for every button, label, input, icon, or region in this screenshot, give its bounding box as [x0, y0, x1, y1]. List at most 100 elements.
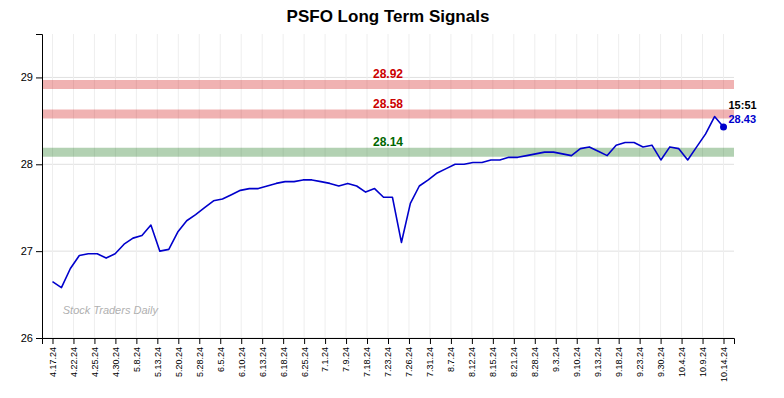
- x-tick: 10.4.24: [677, 338, 687, 377]
- x-grid-line: [94, 34, 95, 338]
- x-grid-line: [555, 34, 556, 338]
- x-tick: 8.15.24: [488, 338, 498, 377]
- y-tick-label: 28: [21, 158, 33, 170]
- x-tick-mark: [514, 338, 515, 344]
- x-tick: 7.18.24: [362, 338, 372, 377]
- x-tick-label: 10.4.24: [677, 347, 687, 377]
- chart: 15:5128.4328.9228.5828.14Stock Traders D…: [0, 0, 784, 398]
- x-tick-mark: [325, 338, 326, 344]
- x-tick: 5.20.24: [174, 338, 184, 377]
- y-tick: 28: [21, 158, 42, 170]
- x-tick: 7.26.24: [404, 338, 414, 377]
- x-tick: 8.7.24: [446, 338, 456, 372]
- x-tick-mark: [220, 338, 221, 344]
- x-grid-line: [597, 34, 598, 338]
- x-tick-mark: [556, 338, 557, 344]
- x-tick-mark: [115, 338, 116, 344]
- x-tick: 6.13.24: [258, 338, 268, 377]
- x-tick-mark: [598, 338, 599, 344]
- x-grid-line: [429, 34, 430, 338]
- reference-label: 28.14: [373, 135, 403, 149]
- x-tick: 4.25.24: [90, 338, 100, 377]
- x-tick: 8.12.24: [467, 338, 477, 377]
- x-tick: 7.1.24: [320, 338, 330, 372]
- reference-label: 28.92: [373, 67, 403, 81]
- x-grid-line: [283, 34, 284, 338]
- x-tick-label: 4.30.24: [111, 347, 121, 377]
- x-tick-label: 10.14.24: [719, 347, 729, 382]
- y-tick-mark: [36, 164, 42, 165]
- plot-area: [42, 84, 734, 287]
- x-tick-label: 4.17.24: [48, 347, 58, 377]
- x-tick: 8.28.24: [530, 338, 540, 377]
- x-tick-label: 5.8.24: [132, 347, 142, 372]
- x-tick: 8.21.24: [509, 338, 519, 377]
- x-tick-label: 9.18.24: [614, 347, 624, 377]
- x-axis-line: [43, 339, 735, 345]
- y-tick-label: 26: [21, 332, 33, 344]
- x-tick-label: 9.13.24: [593, 347, 603, 377]
- x-tick-mark: [682, 338, 683, 344]
- x-tick-label: 6.10.24: [237, 347, 247, 377]
- title: PSFO Long Term Signals: [287, 7, 490, 26]
- x-tick-label: 8.12.24: [467, 347, 477, 377]
- x-tick: 4.17.24: [48, 338, 58, 377]
- x-tick-label: 6.18.24: [279, 347, 289, 377]
- x-tick: 10.14.24: [719, 338, 729, 382]
- x-grid-line: [199, 34, 200, 338]
- y-axis: 26272829: [21, 35, 43, 345]
- x-grid-line: [367, 34, 368, 338]
- x-tick-mark: [73, 338, 74, 344]
- x-tick-label: 9.3.24: [551, 347, 561, 372]
- y-tick-mark: [36, 338, 42, 339]
- watermark: Stock Traders Daily: [63, 304, 160, 316]
- x-grid-line: [408, 34, 409, 338]
- grid: [42, 34, 734, 338]
- x-tick: 6.25.24: [300, 338, 310, 377]
- x-tick-label: 8.28.24: [530, 347, 540, 377]
- x-tick-mark: [577, 338, 578, 344]
- x-tick: 4.30.24: [111, 338, 121, 377]
- y-tick: 26: [21, 332, 42, 344]
- x-tick-label: 4.25.24: [90, 347, 100, 377]
- x-tick-label: 6.25.24: [300, 347, 310, 377]
- x-grid-line: [618, 34, 619, 338]
- x-tick-mark: [136, 338, 137, 344]
- x-tick-mark: [346, 338, 347, 344]
- x-grid-line: [262, 34, 263, 338]
- x-tick: 9.10.24: [572, 338, 582, 377]
- x-tick-label: 5.20.24: [174, 347, 184, 377]
- x-grid-line: [115, 34, 116, 338]
- x-tick: 5.13.24: [153, 338, 163, 377]
- x-grid-line: [346, 34, 347, 338]
- x-tick: 6.10.24: [237, 338, 247, 377]
- x-tick-mark: [472, 338, 473, 344]
- x-tick-mark: [262, 338, 263, 344]
- x-grid-line: [513, 34, 514, 338]
- x-tick-mark: [619, 338, 620, 344]
- x-tick-mark: [283, 338, 284, 344]
- x-tick-label: 10.9.24: [698, 347, 708, 377]
- x-tick-mark: [724, 338, 725, 344]
- x-tick-mark: [367, 338, 368, 344]
- x-tick-label: 9.10.24: [572, 347, 582, 377]
- x-grid-line: [576, 34, 577, 338]
- x-grid-line: [660, 34, 661, 338]
- x-tick-mark: [388, 338, 389, 344]
- x-tick-mark: [52, 338, 53, 344]
- x-tick: 9.3.24: [551, 338, 561, 372]
- y-tick-mark: [36, 77, 42, 78]
- price-line: [52, 117, 723, 288]
- x-tick: 9.30.24: [656, 338, 666, 377]
- x-tick-label: 7.18.24: [362, 347, 372, 377]
- annotation: 15:51: [729, 99, 757, 111]
- x-grid-line: [723, 34, 724, 338]
- x-tick: 6.5.24: [216, 338, 226, 372]
- x-axis: 4.17.244.22.244.25.244.30.245.8.245.13.2…: [43, 338, 735, 382]
- x-tick: 9.13.24: [593, 338, 603, 377]
- x-tick-mark: [94, 338, 95, 344]
- x-grid-line: [450, 34, 451, 338]
- x-grid-line: [471, 34, 472, 338]
- y-tick-label: 29: [21, 71, 33, 83]
- annotation: 28.43: [729, 113, 757, 125]
